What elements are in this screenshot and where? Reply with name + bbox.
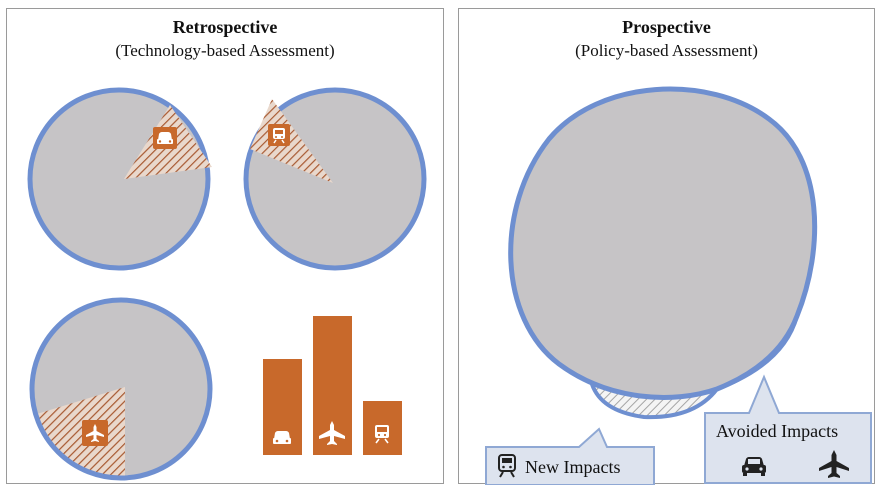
bar-train-icon — [375, 425, 389, 444]
new-impacts-label: New Impacts — [525, 457, 620, 477]
avoided-impacts-callout: Avoided Impacts — [704, 374, 872, 484]
train-icon — [498, 454, 516, 478]
pie-car — [27, 87, 212, 271]
prospective-diagram: New Impacts Avoided Impacts — [485, 86, 872, 485]
prospective-subtitle: (Policy-based Assessment) — [575, 41, 758, 60]
airplane-icon — [819, 450, 849, 478]
pie-train-slice — [250, 99, 333, 183]
car-icon — [153, 127, 177, 149]
airplane-icon — [82, 420, 108, 446]
pie-train — [243, 87, 427, 271]
retrospective-diagram — [27, 87, 427, 481]
car-icon — [742, 457, 766, 476]
mode-bar-chart — [263, 316, 402, 455]
retrospective-title: Retrospective — [172, 17, 278, 37]
pie-car-circle — [27, 87, 211, 271]
bar-car-icon — [273, 431, 291, 444]
prospective-title: Prospective — [622, 17, 711, 37]
policy-impact-circle — [508, 86, 818, 400]
bar-airplane-icon — [319, 421, 345, 445]
train-icon — [268, 124, 290, 146]
retrospective-panel: Retrospective (Technology-based Assessme… — [6, 8, 444, 484]
pie-airplane — [29, 297, 213, 481]
avoided-impacts-label: Avoided Impacts — [716, 421, 838, 441]
retrospective-subtitle: (Technology-based Assessment) — [115, 41, 335, 60]
prospective-panel: Prospective (Policy-based Assessment) — [458, 8, 875, 485]
new-impacts-callout: New Impacts — [485, 427, 655, 485]
